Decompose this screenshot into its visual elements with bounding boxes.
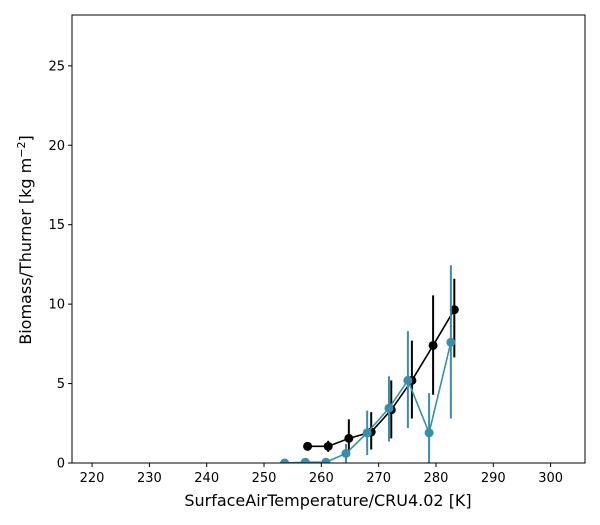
data-point-series-2-5 <box>362 428 372 438</box>
data-point-series-1-8 <box>449 305 459 315</box>
y-axis-label-tail: ] <box>16 135 35 141</box>
data-point-series-2-2 <box>300 457 310 463</box>
x-tick-label-260: 260 <box>309 471 334 486</box>
data-point-series-2-1 <box>280 458 290 463</box>
data-point-series-2-7 <box>403 375 413 385</box>
data-point-series-2-9 <box>446 337 456 347</box>
x-axis-label: SurfaceAirTemperature/CRU4.02 [K] <box>184 491 471 510</box>
data-point-series-2-6 <box>384 403 394 413</box>
axes-frame <box>71 14 586 464</box>
data-point-series-1-2 <box>323 441 333 451</box>
y-tick-label-25: 25 <box>48 59 65 74</box>
data-point-series-1-7 <box>428 340 438 350</box>
y-tick-label-10: 10 <box>48 298 65 313</box>
y-tick-label-0: 0 <box>57 457 65 472</box>
data-point-series-1-3 <box>344 433 354 443</box>
y-axis-label-exponent: −2 <box>15 142 28 158</box>
y-tick-label-5: 5 <box>57 377 65 392</box>
x-tick-label-280: 280 <box>424 471 449 486</box>
data-point-series-2-4 <box>341 448 351 458</box>
data-point-series-2-3 <box>321 457 331 463</box>
data-point-series-1-1 <box>303 441 313 451</box>
x-tick-label-240: 240 <box>194 471 219 486</box>
y-axis-label-main: Biomass/Thurner [kg m <box>16 158 35 345</box>
x-tick-label-220: 220 <box>80 471 105 486</box>
y-tick-label-20: 20 <box>48 139 65 154</box>
y-axis-label: Biomass/Thurner [kg m−2] <box>15 135 36 344</box>
data-point-series-2-8 <box>424 428 434 438</box>
x-tick-label-270: 270 <box>366 471 391 486</box>
x-tick-label-290: 290 <box>481 471 506 486</box>
x-tick-label-300: 300 <box>538 471 563 486</box>
x-tick-label-250: 250 <box>252 471 277 486</box>
x-tick-label-230: 230 <box>137 471 162 486</box>
axes: 220 230 240 250 260 270 280 290 300 0 5 10 15 20 25 <box>48 14 586 486</box>
y-tick-label-15: 15 <box>48 218 65 233</box>
